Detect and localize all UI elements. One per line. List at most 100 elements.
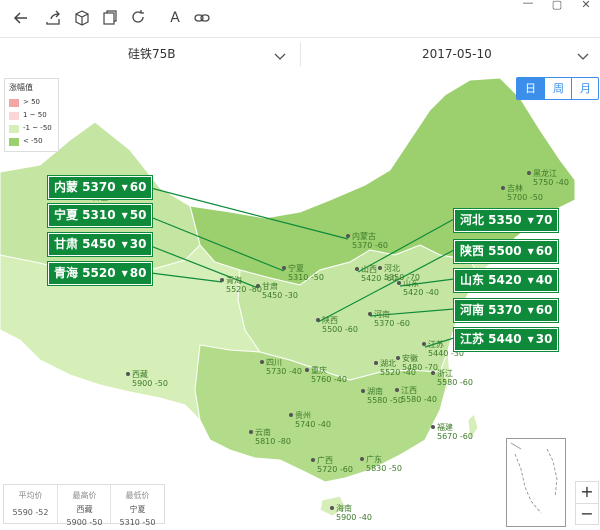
callout-change-value: 40 [535,273,553,287]
back-icon[interactable] [12,9,30,27]
region-name: 四川 [266,358,282,367]
region-name: 江苏 [428,339,444,349]
region-name: 河南 [374,309,390,319]
region-value: 5730 -40 [266,367,302,376]
callout-change: ▼ 70 [527,213,553,227]
box-icon[interactable] [73,9,91,27]
callout-change: ▼ 30 [527,332,553,346]
region-dot [361,389,365,393]
callout-connector-line [369,308,455,317]
region-name: 湖南 [367,386,383,396]
link-icon[interactable] [193,9,211,27]
region-value: 5350 -70 [384,273,420,282]
region-value: 5700 -50 [507,193,543,202]
map-hainan [319,495,347,517]
region-name: 陕西 [322,315,338,325]
maximize-button[interactable]: ▢ [551,0,563,11]
region-name: 内蒙古 [352,231,376,241]
selector-divider [300,42,301,66]
callout-gansu[interactable]: 甘肃 5450 ▼ 30 [48,233,153,256]
region-name: 广西 [317,455,333,465]
region-dot [249,430,253,434]
callout-ningxia[interactable]: 宁夏 5310 ▼ 50 [48,204,153,227]
region-dot [289,413,293,417]
close-button[interactable]: ✕ [581,0,591,11]
callout-change: ▼ 60 [527,244,553,258]
callout-shaanxi[interactable]: 陕西 5500 ▼ 60 [454,240,559,263]
region-dot [346,234,350,238]
minimize-button[interactable]: — [522,0,534,9]
callout-shandong[interactable]: 山东 5420 ▼ 40 [454,269,559,292]
region-value: 5520 -80 [226,285,262,294]
legend-label: -1 ~ -50 [23,124,52,132]
region-value: 5810 -80 [255,437,291,446]
region-value: 5580 -60 [437,378,473,387]
region-value: 5310 -50 [288,273,324,282]
region-name: 西藏 [132,369,148,379]
region-name: 云南 [255,427,271,437]
map-legend: 涨幅值 > 50 1 ~ 50 -1 ~ -50 < -50 [4,78,59,152]
callout-change-value: 50 [129,208,147,222]
refresh-icon[interactable] [129,9,147,27]
region-dot [355,267,359,271]
region-name: 青海 [226,275,242,285]
chevron-down-icon[interactable] [577,48,589,60]
region-name: 甘肃 [262,281,278,291]
callout-change-value: 60 [535,303,553,317]
callout-change: ▼ 80 [121,266,147,280]
callout-name: 陕西 5500 [460,244,522,258]
callout-change-value: 80 [129,266,147,280]
callout-inner-mongolia[interactable]: 内蒙 5370 ▼ 60 [48,176,153,199]
product-select[interactable]: 硅铁75B [128,47,176,61]
zoom-out-button[interactable]: − [576,503,598,524]
region-dot [527,171,531,175]
tab-week[interactable]: 周 [544,78,572,99]
zoom-control: + − [575,481,599,525]
callout-change-value: 70 [535,213,553,227]
zoom-in-button[interactable]: + [580,482,594,501]
tab-month[interactable]: 月 [571,78,599,99]
date-select[interactable]: 2017-05-10 [422,47,492,61]
chevron-down-icon[interactable] [274,48,286,60]
callout-connector-line [142,242,259,289]
region-name: 宁夏 [288,263,304,273]
callout-name: 青海 5520 [54,266,116,280]
legend-label: < -50 [23,137,43,145]
tab-day[interactable]: 日 [517,78,544,99]
callout-hebei[interactable]: 河北 5350 ▼ 70 [454,209,559,232]
legend-swatch [9,112,19,120]
region-value: 5440 -30 [428,349,464,358]
south-china-sea-inset [506,438,566,527]
legend-swatch [9,125,19,133]
callout-qinghai[interactable]: 青海 5520 ▼ 80 [48,262,153,285]
copy-icon[interactable] [101,9,119,27]
region-dot [422,342,426,346]
callout-connector-line [424,337,455,348]
stat-value: 5900 -50 [66,518,103,527]
callout-henan[interactable]: 河南 5370 ▼ 60 [454,299,559,322]
callout-change: ▼ 40 [527,273,553,287]
share-icon[interactable] [44,9,62,27]
text-icon[interactable]: A [170,10,180,26]
china-price-map[interactable]: 黑龙江 5750 -40 吉林 5700 -50 内蒙古 5370 -60 宁夏 5310 -… [0,70,600,525]
region-value: 5500 -60 [322,325,358,334]
region-dot [395,388,399,392]
callout-jiangsu[interactable]: 江苏 5440 ▼ 30 [454,328,559,351]
region-dot [330,506,334,510]
region-value: 5900 -50 [132,379,168,388]
region-value: 5370 -60 [374,319,410,328]
region-name: 重庆 [311,365,327,375]
region-dot [360,457,364,461]
region-value: 5450 -30 [262,291,298,300]
callout-change-value: 60 [535,244,553,258]
region-name: 黑龙江 [533,168,557,178]
